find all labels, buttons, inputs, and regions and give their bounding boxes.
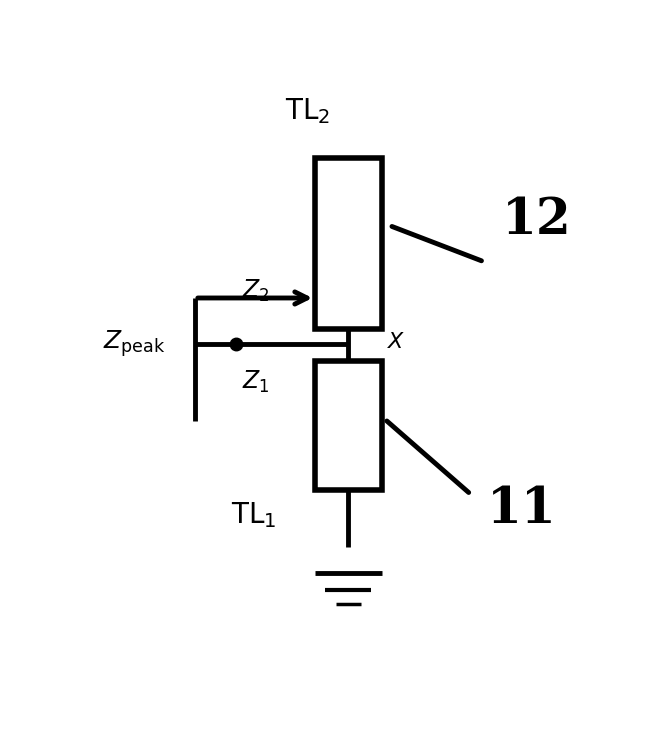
Text: $\mathrm{TL}_{2}$: $\mathrm{TL}_{2}$ bbox=[285, 97, 330, 126]
Text: $X$: $X$ bbox=[387, 331, 405, 353]
Text: $Z_{\mathrm{peak}}$: $Z_{\mathrm{peak}}$ bbox=[103, 328, 166, 359]
Text: $Z_{2}$: $Z_{2}$ bbox=[242, 277, 269, 304]
Bar bbox=[315, 361, 381, 490]
Text: $\mathrm{TL}_{1}$: $\mathrm{TL}_{1}$ bbox=[232, 501, 277, 531]
Bar bbox=[315, 158, 381, 329]
Text: $Z_{1}$: $Z_{1}$ bbox=[242, 369, 269, 395]
Text: 11: 11 bbox=[486, 485, 556, 534]
Text: 12: 12 bbox=[502, 196, 572, 245]
